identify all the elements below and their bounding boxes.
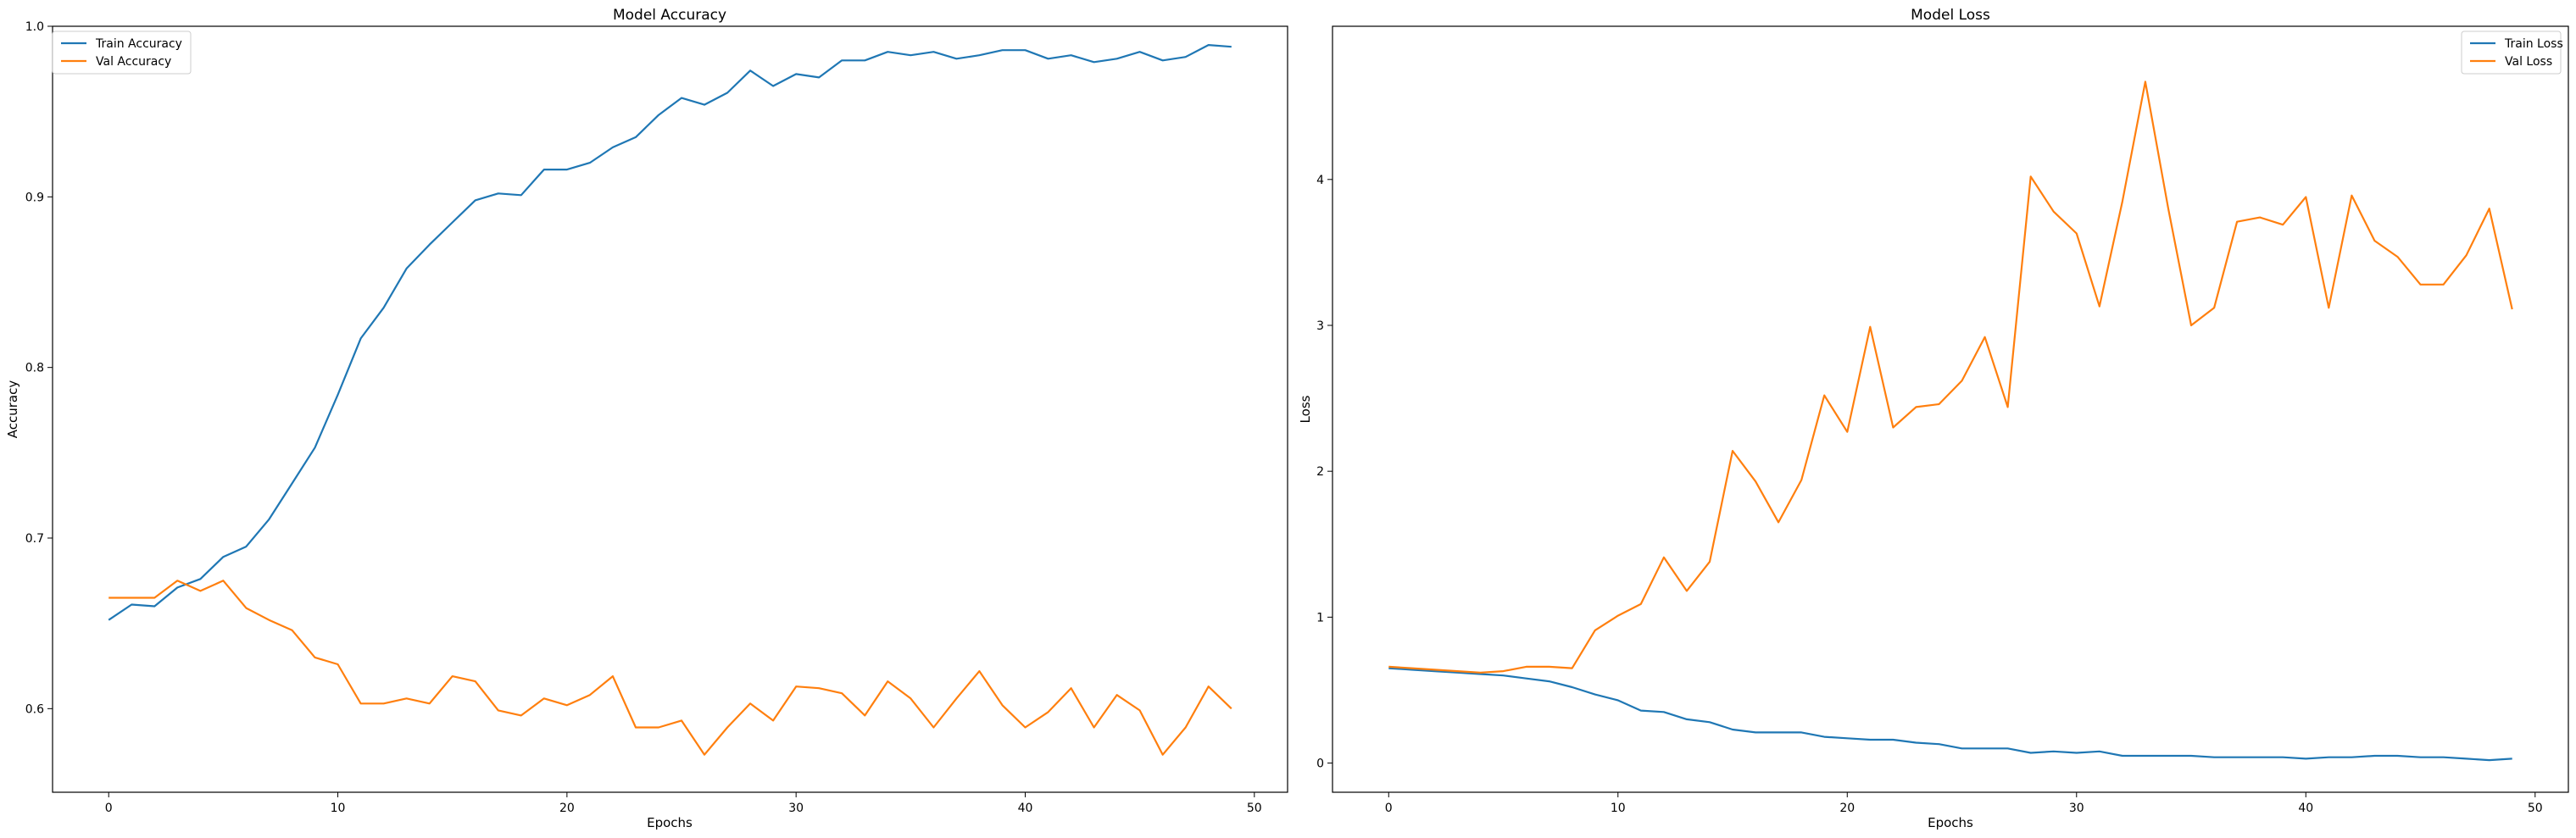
accuracy-x-tick-label: 50	[1247, 802, 1262, 815]
accuracy-plot-area	[108, 43, 1232, 756]
loss-x-tick-label: 50	[2528, 802, 2543, 815]
accuracy-axes-frame	[52, 25, 1288, 793]
loss-x-tick-label: 0	[1385, 802, 1393, 815]
loss-axes-frame	[1332, 25, 2569, 793]
series-line-val-accuracy	[108, 580, 1232, 756]
loss-x-axis-label: Epochs	[1928, 815, 1973, 830]
loss-x-tick-label: 10	[1611, 802, 1626, 815]
loss-x-tick-label: 20	[1839, 802, 1855, 815]
legend-train-loss-label: Train Loss	[2504, 37, 2563, 51]
accuracy-y-tick-label: 0.9	[25, 191, 44, 204]
accuracy-x-tick-label: 30	[788, 802, 804, 815]
legend-train-accuracy-label: Train Accuracy	[95, 37, 182, 51]
accuracy-chart: Model Accuracy 0 10 20 30 40 50 0.6 0.7 0.8 0.9 1.…	[5, 7, 1288, 830]
series-line-train-loss	[1388, 667, 2512, 762]
accuracy-chart-title: Model Accuracy	[613, 7, 726, 24]
series-line-val-loss	[1388, 80, 2513, 674]
accuracy-x-tick-label: 40	[1018, 802, 1033, 815]
accuracy-y-axis-label: Accuracy	[5, 380, 20, 439]
accuracy-x-tick-label: 10	[331, 802, 346, 815]
loss-x-tick-label: 30	[2069, 802, 2084, 815]
accuracy-legend-box	[52, 31, 192, 75]
accuracy-x-tick-label: 0	[105, 802, 113, 815]
series-line-train-accuracy	[108, 43, 1232, 621]
accuracy-legend: Train Accuracy Val Accuracy	[52, 31, 192, 75]
accuracy-y-tick-label: 1.0	[25, 20, 44, 34]
loss-y-axis-label: Loss	[1298, 395, 1313, 423]
accuracy-y-tick-label: 0.7	[25, 532, 44, 546]
loss-plot-area	[1388, 80, 2513, 762]
accuracy-ticks: 0 10 20 30 40 50 0.6 0.7 0.8 0.9 1.0	[25, 20, 1262, 815]
loss-y-tick-label: 0	[1316, 758, 1324, 771]
loss-x-tick-label: 40	[2298, 802, 2313, 815]
accuracy-x-tick-label: 20	[559, 802, 575, 815]
accuracy-y-tick-label: 0.6	[25, 702, 44, 716]
legend-val-loss-label: Val Loss	[2505, 55, 2552, 69]
loss-y-tick-label: 3	[1316, 319, 1324, 333]
loss-ticks: 0 10 20 30 40 50 0 1 2 3 4	[1316, 174, 2543, 815]
loss-legend: Train Loss Val Loss	[2461, 31, 2563, 75]
loss-chart-title: Model Loss	[1911, 7, 1990, 24]
loss-y-tick-label: 2	[1316, 465, 1324, 479]
accuracy-x-axis-label: Epochs	[647, 815, 693, 830]
loss-legend-box	[2461, 31, 2562, 75]
accuracy-y-tick-label: 0.8	[25, 362, 44, 375]
legend-val-accuracy-label: Val Accuracy	[96, 55, 171, 69]
loss-y-tick-label: 1	[1316, 611, 1324, 624]
loss-y-tick-label: 4	[1316, 174, 1324, 187]
